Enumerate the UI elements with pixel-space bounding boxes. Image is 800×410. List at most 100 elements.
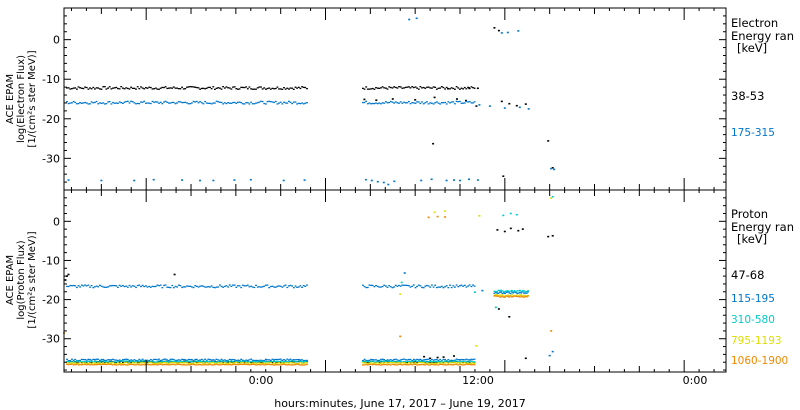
proton-1060-1900-point [404,364,407,366]
proton-795-1193-point [230,362,233,364]
proton-795-1193-point [362,362,364,364]
proton-115-195-point [304,359,307,362]
proton-115-195-point [159,284,162,286]
electron-38-53-point [214,88,216,90]
electron-38-53-point [281,88,284,90]
electron-38-53-point [365,86,368,88]
proton-1060-1900-point [366,364,369,366]
proton-1060-1900-point [399,363,402,366]
proton-115-195-point [463,284,466,286]
electron-38-53-point [284,88,287,90]
proton-795-1193-point [432,362,435,364]
proton-310-580-point [426,361,428,363]
proton-795-1193-point [271,363,274,365]
proton-115-195-point [306,284,308,286]
electron-175-315-point [263,102,266,105]
electron-175-315-point [404,102,407,104]
proton-795-1193-point [444,210,447,212]
electron-175-315-point [230,102,233,104]
electron-175-315-point [431,102,433,104]
electron-38-53-point [449,88,451,90]
proton-115-195-point [217,359,220,361]
proton-310-580-point [260,360,262,363]
electron-175-315-point [445,103,448,105]
proton-115-195-point [197,359,200,362]
proton-310-580-point [403,361,405,363]
electron-38-53-point [502,175,505,177]
proton-115-195-point [497,292,500,294]
proton-310-580-point [219,360,221,362]
proton-115-195-point [181,358,183,360]
proton-310-580-point [393,360,395,363]
proton-310-580-point [419,360,422,362]
proton-310-580-point [187,360,190,362]
proton-115-195-point [72,359,75,361]
electron-38-53-point [148,86,151,88]
proton-310-580-point [238,361,241,363]
proton-310-580-point [388,360,391,362]
electron-38-53-point [260,86,262,88]
proton-310-580-point [102,360,105,362]
proton-115-195-point [153,285,155,288]
proton-795-1193-point [187,362,190,364]
proton-1060-1900-point [120,364,123,366]
proton-795-1193-point [256,362,259,364]
proton-115-195-point [274,286,277,288]
electron-38-53-point [417,88,420,90]
proton-795-1193-point [383,362,386,364]
proton-310-580-point [82,361,85,363]
proton-1060-1900-point [194,364,197,366]
proton-115-195-point [123,285,126,288]
proton-310-580-point [77,360,80,363]
proton-115-195-point [225,285,228,287]
proton-1060-1900-point [253,363,256,366]
electron-38-53-point [398,86,400,88]
proton-1060-1900-point [403,363,405,366]
proton-115-195-point [398,359,400,362]
proton-795-1193-point [363,362,366,364]
proton-115-195-point [414,359,417,361]
electron-175-315-point [426,101,428,103]
proton-115-195-point [169,287,172,289]
proton-1060-1900-point [251,363,254,365]
proton-795-1193-point [240,361,243,364]
electron-175-315-point [265,103,267,105]
proton-310-580-point [169,360,172,362]
proton-47-68-point [187,361,190,363]
proton-115-195-point [156,284,159,286]
proton-115-195-point [403,272,406,274]
proton-47-68-point [250,361,252,363]
proton-310-580-point [197,360,200,362]
proton-310-580-point [467,361,469,363]
proton-1060-1900-point [151,364,154,366]
proton-115-195-point [95,358,98,360]
proton-795-1193-point [266,362,269,364]
proton-115-195-point [117,286,119,288]
proton-310-580-point [398,360,400,363]
proton-795-1193-point [219,362,221,364]
proton-47-68-point [366,361,369,363]
proton-1060-1900-point [94,364,96,366]
proton-legend-795-1193: 795-1193 [731,335,782,347]
proton-1060-1900-point [90,363,93,366]
proton-795-1193-point [284,362,287,364]
electron-38-53-point [388,86,391,88]
electron-175-315-point [291,102,294,105]
proton-1060-1900-point [454,363,456,366]
proton-795-1193-point [222,362,224,364]
proton-1060-1900-point [462,364,464,366]
electron-38-53-point [240,86,243,88]
proton-115-195-point [202,359,205,361]
electron-38-53-point [156,88,159,90]
proton-115-195-point [301,359,303,361]
proton-115-195-point [421,286,423,289]
electron-38-53-point [246,88,249,90]
proton-1060-1900-point [207,364,210,366]
electron-38-53-point [135,88,137,90]
proton-1060-1900-point [294,364,297,366]
electron-175-315-point [251,103,254,105]
proton-310-580-point [130,360,132,363]
proton-795-1193-point [172,362,175,364]
proton-310-580-point [381,360,384,362]
proton-310-580-point [205,360,208,362]
